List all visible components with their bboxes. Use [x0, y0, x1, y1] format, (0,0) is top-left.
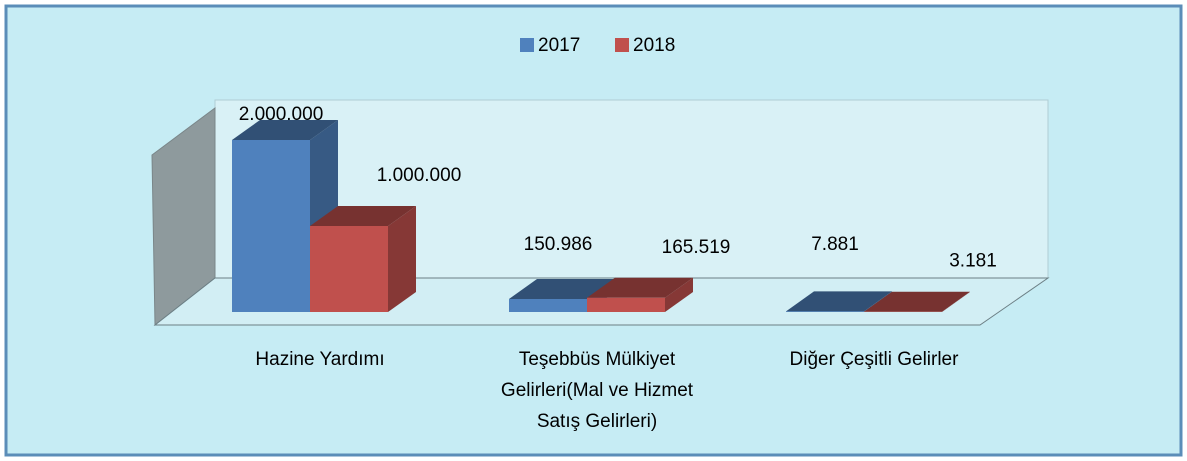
bar-front [232, 140, 310, 312]
bar-front [587, 297, 665, 312]
bar-side [942, 291, 970, 312]
data-label: 1.000.000 [377, 165, 462, 186]
data-label: 2.000.000 [239, 104, 324, 125]
bar [310, 206, 416, 312]
legend-swatch [520, 38, 534, 52]
bar-top [786, 291, 892, 312]
data-label: 165.519 [662, 237, 731, 258]
bar-front [310, 226, 388, 312]
data-label: 150.986 [524, 234, 593, 255]
bar-side [388, 206, 416, 312]
bar-top [587, 277, 693, 298]
legend-swatch [615, 38, 629, 52]
bar-side [665, 277, 693, 312]
bar-front [509, 299, 587, 312]
data-label: 3.181 [949, 251, 997, 272]
bar-top [232, 120, 338, 140]
x-tick-label: Diğer Çeşitli Gelirler [789, 349, 959, 370]
bar-top [310, 206, 416, 226]
bar-front [786, 311, 864, 312]
bar [587, 277, 693, 312]
x-tick-label: Hazine Yardımı [255, 349, 385, 370]
x-tick-label: Teşebbüs Mülkiyet Gelirleri(Mal ve Hizme… [500, 349, 694, 432]
bar-top [864, 291, 970, 312]
legend-label: 2017 [538, 35, 580, 56]
legend-label: 2018 [633, 35, 675, 56]
bar [864, 291, 970, 312]
bar-top [509, 279, 615, 300]
data-label: 7.881 [811, 234, 859, 255]
